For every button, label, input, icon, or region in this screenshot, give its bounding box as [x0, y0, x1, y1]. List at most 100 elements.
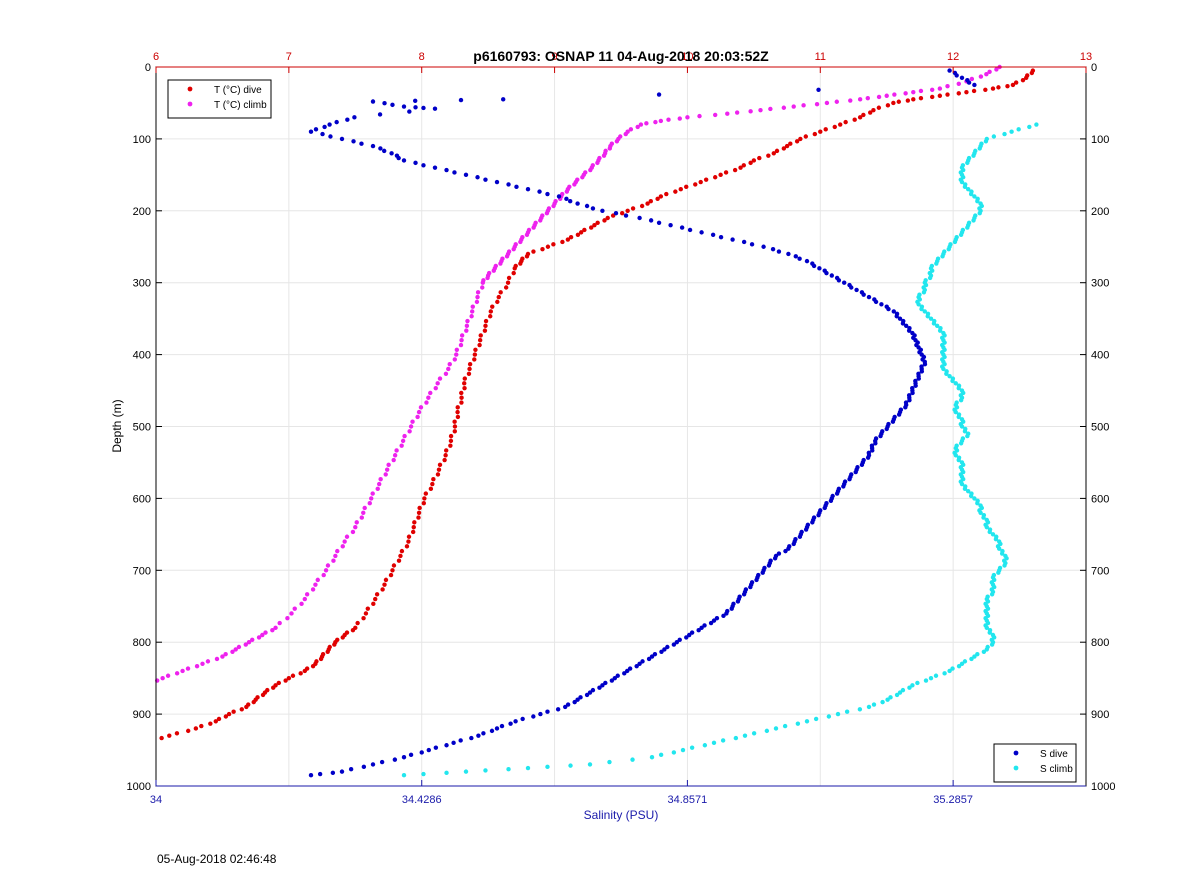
data-point [298, 671, 303, 676]
data-point [605, 215, 610, 221]
data-point [697, 113, 702, 119]
data-point [959, 179, 965, 185]
data-point [378, 477, 383, 482]
data-point [919, 369, 925, 374]
data-point [477, 338, 483, 343]
data-point [455, 414, 461, 420]
series-t-c-climb [155, 64, 1002, 683]
data-point [813, 716, 819, 722]
data-point [981, 649, 987, 654]
data-point [435, 381, 440, 386]
data-point [377, 112, 383, 117]
data-point [748, 109, 753, 114]
data-point [885, 103, 891, 108]
data-point [764, 728, 770, 734]
axes: 0 0 100 100 200 200 300 300 400 400 500 500 600 600 70… [127, 51, 1116, 806]
data-point [442, 457, 447, 463]
data-point [443, 371, 449, 376]
data-point [910, 683, 915, 688]
data-point [614, 139, 620, 144]
data-point [713, 175, 718, 180]
data-point [544, 210, 550, 216]
data-point [953, 453, 958, 458]
data-point [884, 426, 889, 432]
data-point [689, 745, 695, 750]
data-point [975, 500, 980, 506]
data-point [185, 666, 191, 671]
data-point [342, 539, 347, 544]
data-point [430, 481, 435, 487]
data-point [772, 556, 778, 561]
data-point [475, 175, 480, 180]
data-point [494, 179, 500, 185]
data-point [774, 148, 780, 154]
data-point [451, 740, 456, 746]
data-point [476, 733, 481, 738]
data-point [513, 719, 518, 724]
data-point [406, 539, 411, 544]
data-point [828, 498, 834, 503]
data-point [738, 165, 743, 170]
data-point [400, 438, 406, 444]
data-point [426, 747, 431, 753]
data-point [965, 433, 970, 439]
data-point [947, 68, 952, 73]
data-point [483, 768, 488, 773]
data-point [921, 290, 927, 295]
data-point [363, 611, 369, 616]
data-point [498, 261, 503, 266]
data-point [835, 711, 841, 717]
data-point [545, 191, 550, 197]
data-point [730, 237, 735, 242]
data-point [214, 656, 220, 662]
data-point [545, 244, 551, 249]
data-point [584, 203, 590, 209]
data-point [768, 106, 773, 112]
data-point [452, 357, 457, 362]
data-point [852, 117, 857, 122]
data-point [625, 208, 630, 213]
data-point [419, 750, 424, 755]
data-point [972, 194, 977, 199]
data-point [931, 321, 937, 326]
data-point [635, 124, 640, 130]
data-point [658, 118, 664, 124]
data-point [894, 692, 900, 698]
data-point [923, 678, 929, 683]
data-point [499, 723, 505, 729]
data-point [748, 584, 753, 590]
data-point [810, 520, 815, 525]
data-point [514, 184, 519, 190]
data-point [906, 328, 912, 333]
data-point [226, 711, 232, 717]
data-point [876, 105, 882, 110]
data-point [424, 400, 429, 405]
data-point [720, 738, 726, 743]
data-point [488, 314, 493, 319]
data-point [472, 352, 478, 357]
data-point [520, 716, 525, 722]
data-point [984, 647, 989, 652]
data-point [467, 361, 473, 367]
data-point [894, 314, 899, 319]
data-point [482, 328, 488, 333]
data-point [433, 385, 438, 391]
data-point [748, 160, 753, 166]
data-point [928, 316, 934, 321]
data-point [355, 620, 360, 626]
data-point [256, 635, 262, 640]
data-point [353, 524, 358, 530]
y-tick-label-right: 700 [1091, 565, 1109, 577]
data-point [432, 106, 438, 111]
data-point [531, 225, 536, 230]
data-point [966, 80, 972, 85]
data-point [390, 102, 395, 108]
data-point [1020, 77, 1026, 83]
data-point [290, 673, 296, 678]
data-point [511, 246, 516, 252]
data-point [601, 153, 607, 158]
data-point [223, 651, 228, 657]
data-point [243, 642, 248, 647]
data-point [983, 87, 988, 92]
data-point [370, 99, 376, 104]
